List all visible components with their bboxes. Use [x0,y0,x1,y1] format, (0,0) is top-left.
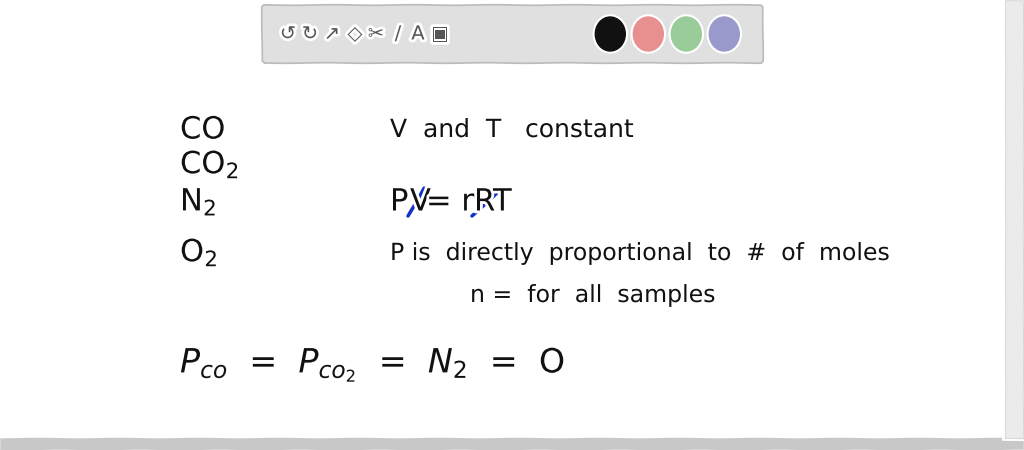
Text: O$_2$: O$_2$ [180,238,218,269]
Ellipse shape [595,17,625,51]
FancyBboxPatch shape [1005,0,1023,438]
Text: CO: CO [180,116,225,144]
Text: ↗: ↗ [324,24,340,44]
Ellipse shape [709,17,739,51]
Text: P is  directly  proportional  to  #  of  moles: P is directly proportional to # of moles [390,241,890,265]
Text: V: V [410,188,431,216]
FancyBboxPatch shape [0,438,1024,450]
FancyBboxPatch shape [262,5,763,63]
Text: RT: RT [474,188,512,216]
Text: $P_{co}$  =  $P_{co_2}$  =  $N_2$  =  O: $P_{co}$ = $P_{co_2}$ = $N_2$ = O [180,346,566,384]
Text: = n: = n [426,188,480,216]
Text: A: A [412,24,425,44]
Text: /: / [394,24,401,44]
Text: CO$_2$: CO$_2$ [180,149,239,180]
Text: n =  for  all  samples: n = for all samples [470,283,716,307]
Text: ▣: ▣ [431,24,450,44]
Text: ◇: ◇ [347,24,362,44]
Text: ✂: ✂ [368,24,384,44]
Text: ↻: ↻ [302,24,318,44]
Text: ↺: ↺ [280,24,296,44]
Text: N$_2$: N$_2$ [180,186,217,217]
Text: V  and  T   constant: V and T constant [390,118,634,142]
Ellipse shape [633,17,663,51]
Text: P: P [390,188,409,216]
Ellipse shape [671,17,701,51]
